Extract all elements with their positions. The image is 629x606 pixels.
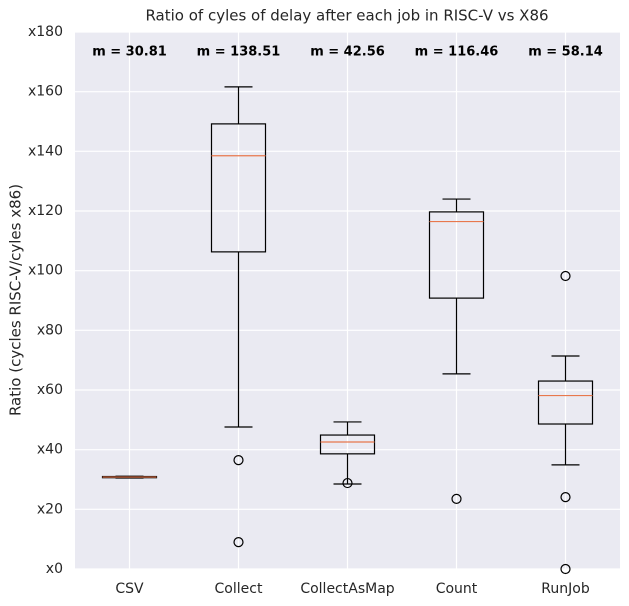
box — [537, 380, 594, 425]
flier — [342, 477, 353, 489]
y-tick-label: x180 — [28, 24, 63, 40]
x-tick-label: Collect — [215, 581, 263, 597]
flier — [560, 563, 571, 575]
y-tick-label: x120 — [28, 203, 63, 219]
chart-title: Ratio of cyles of delay after each job i… — [145, 7, 548, 25]
annotation: m = 42.56 — [310, 45, 385, 60]
flier — [560, 270, 571, 282]
y-tick-label: x80 — [37, 322, 63, 338]
box — [210, 123, 267, 253]
y-tick-label: x20 — [37, 501, 63, 517]
x-tick-label: RunJob — [541, 581, 590, 597]
x-tick-label: Count — [436, 581, 478, 597]
y-tick-label: x160 — [28, 84, 63, 100]
box — [428, 211, 485, 299]
flier — [560, 492, 571, 503]
y-tick-label: x60 — [37, 382, 63, 398]
box — [319, 434, 376, 455]
y-tick-label: x40 — [37, 442, 63, 458]
y-tick-label: x140 — [28, 143, 63, 159]
annotation: m = 138.51 — [197, 45, 281, 60]
x-tick-label: CSV — [115, 581, 144, 597]
x-tick-label: CollectAsMap — [300, 581, 394, 597]
y-tick-label: x100 — [28, 263, 63, 279]
annotation: m = 58.14 — [528, 45, 603, 60]
y-tick-label: x0 — [46, 561, 63, 577]
flier — [451, 493, 462, 504]
y-axis-label: Ratio (cycles RISC-V/cyles x86) — [7, 184, 25, 416]
flier — [233, 455, 244, 466]
flier — [233, 537, 244, 548]
annotation: m = 116.46 — [415, 45, 499, 60]
annotation: m = 30.81 — [92, 45, 167, 60]
